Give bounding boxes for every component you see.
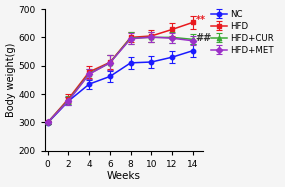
X-axis label: Weeks: Weeks [107, 171, 141, 181]
Text: **: ** [196, 15, 205, 25]
Legend: NC, HFD, HFD+CUR, HFD+MET: NC, HFD, HFD+CUR, HFD+MET [208, 6, 278, 58]
Y-axis label: Body weight(g): Body weight(g) [5, 43, 16, 117]
Text: ##: ## [196, 33, 212, 43]
